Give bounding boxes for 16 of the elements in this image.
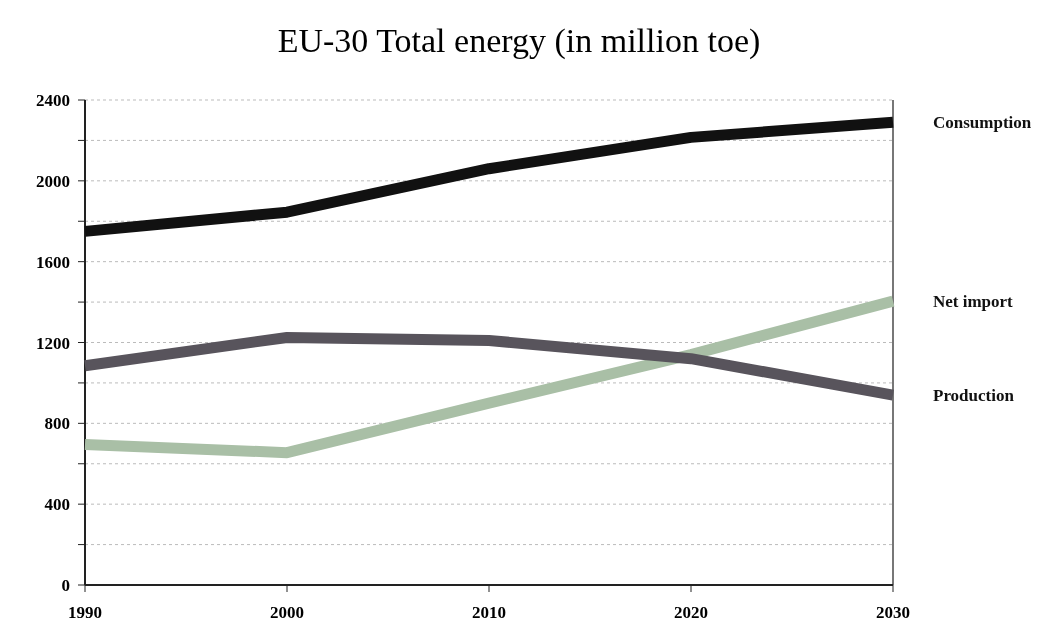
- chart-title: EU-30 Total energy (in million toe): [277, 22, 761, 60]
- y-tick-label: 400: [44, 495, 70, 515]
- y-tick-label: 0: [61, 576, 70, 595]
- y-tick-label: 800: [44, 414, 70, 434]
- x-tick-label: 2000: [270, 603, 304, 622]
- text: Production: [933, 386, 1015, 406]
- y-tick-label: 1200: [36, 333, 70, 353]
- y-tick-label: 2400: [36, 91, 70, 110]
- x-tick-label: 2010: [472, 603, 506, 622]
- text: Consumption: [933, 113, 1032, 133]
- text: Net import: [933, 292, 1014, 312]
- x-tick-label: 2030: [876, 603, 910, 622]
- y-tick-label: 2000: [36, 171, 70, 191]
- y-tick-label: 1600: [36, 252, 70, 272]
- x-tick-label: 1990: [68, 603, 102, 622]
- x-tick-label: 2020: [674, 603, 708, 622]
